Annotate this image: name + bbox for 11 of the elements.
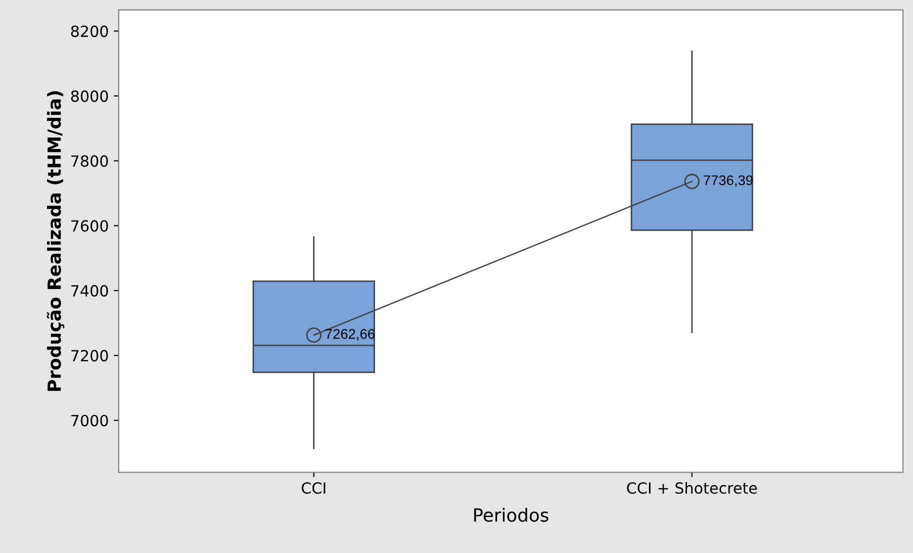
y-axis-title: Produção Realizada (tHM/dia) — [46, 91, 64, 391]
y-tick-label: 7400 — [71, 285, 108, 297]
x-tick-label: CCI — [302, 482, 326, 494]
y-tick-label: 7000 — [71, 414, 108, 426]
y-tick-label: 7600 — [71, 220, 108, 232]
x-tick-label: CCI + Shotecrete — [627, 482, 757, 494]
y-tick-label: 7800 — [71, 155, 108, 167]
y-tick-label: 8000 — [71, 90, 108, 102]
y-tick-label: 8200 — [71, 26, 108, 38]
x-axis-title: Periodos — [474, 508, 548, 522]
y-tick-label: 7200 — [71, 350, 108, 362]
